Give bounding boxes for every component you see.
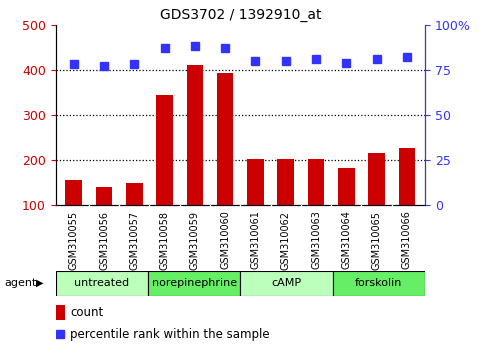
Text: GSM310057: GSM310057 — [129, 211, 139, 270]
Text: GSM310063: GSM310063 — [311, 211, 321, 269]
Bar — [56, 305, 65, 320]
Bar — [333, 271, 425, 296]
Text: GSM310058: GSM310058 — [159, 211, 170, 269]
Bar — [65, 181, 82, 251]
Text: cAMP: cAMP — [271, 278, 301, 288]
Text: ▶: ▶ — [36, 278, 44, 288]
Text: untreated: untreated — [74, 278, 129, 288]
Bar — [186, 65, 203, 251]
Bar — [398, 148, 415, 251]
Bar — [56, 271, 148, 296]
Bar — [308, 159, 325, 251]
Bar — [368, 153, 385, 251]
Text: GSM310065: GSM310065 — [371, 211, 382, 269]
Text: percentile rank within the sample: percentile rank within the sample — [71, 327, 270, 341]
Text: GSM310062: GSM310062 — [281, 211, 291, 269]
Text: GSM310064: GSM310064 — [341, 211, 351, 269]
Text: forskolin: forskolin — [355, 278, 402, 288]
Bar — [156, 95, 173, 251]
Text: GSM310061: GSM310061 — [251, 211, 260, 269]
Text: GSM310059: GSM310059 — [190, 211, 200, 269]
Text: count: count — [71, 306, 103, 319]
Text: norepinephrine: norepinephrine — [152, 278, 237, 288]
Bar — [126, 183, 142, 251]
Bar — [96, 187, 113, 251]
Bar — [217, 73, 233, 251]
Text: GSM310055: GSM310055 — [69, 211, 79, 270]
Bar — [247, 159, 264, 251]
Bar — [148, 271, 241, 296]
Bar — [241, 271, 333, 296]
Text: GSM310060: GSM310060 — [220, 211, 230, 269]
Text: GSM310066: GSM310066 — [402, 211, 412, 269]
Text: agent: agent — [5, 278, 37, 288]
Text: GSM310056: GSM310056 — [99, 211, 109, 269]
Bar — [338, 168, 355, 251]
Bar — [277, 159, 294, 251]
Title: GDS3702 / 1392910_at: GDS3702 / 1392910_at — [159, 8, 321, 22]
